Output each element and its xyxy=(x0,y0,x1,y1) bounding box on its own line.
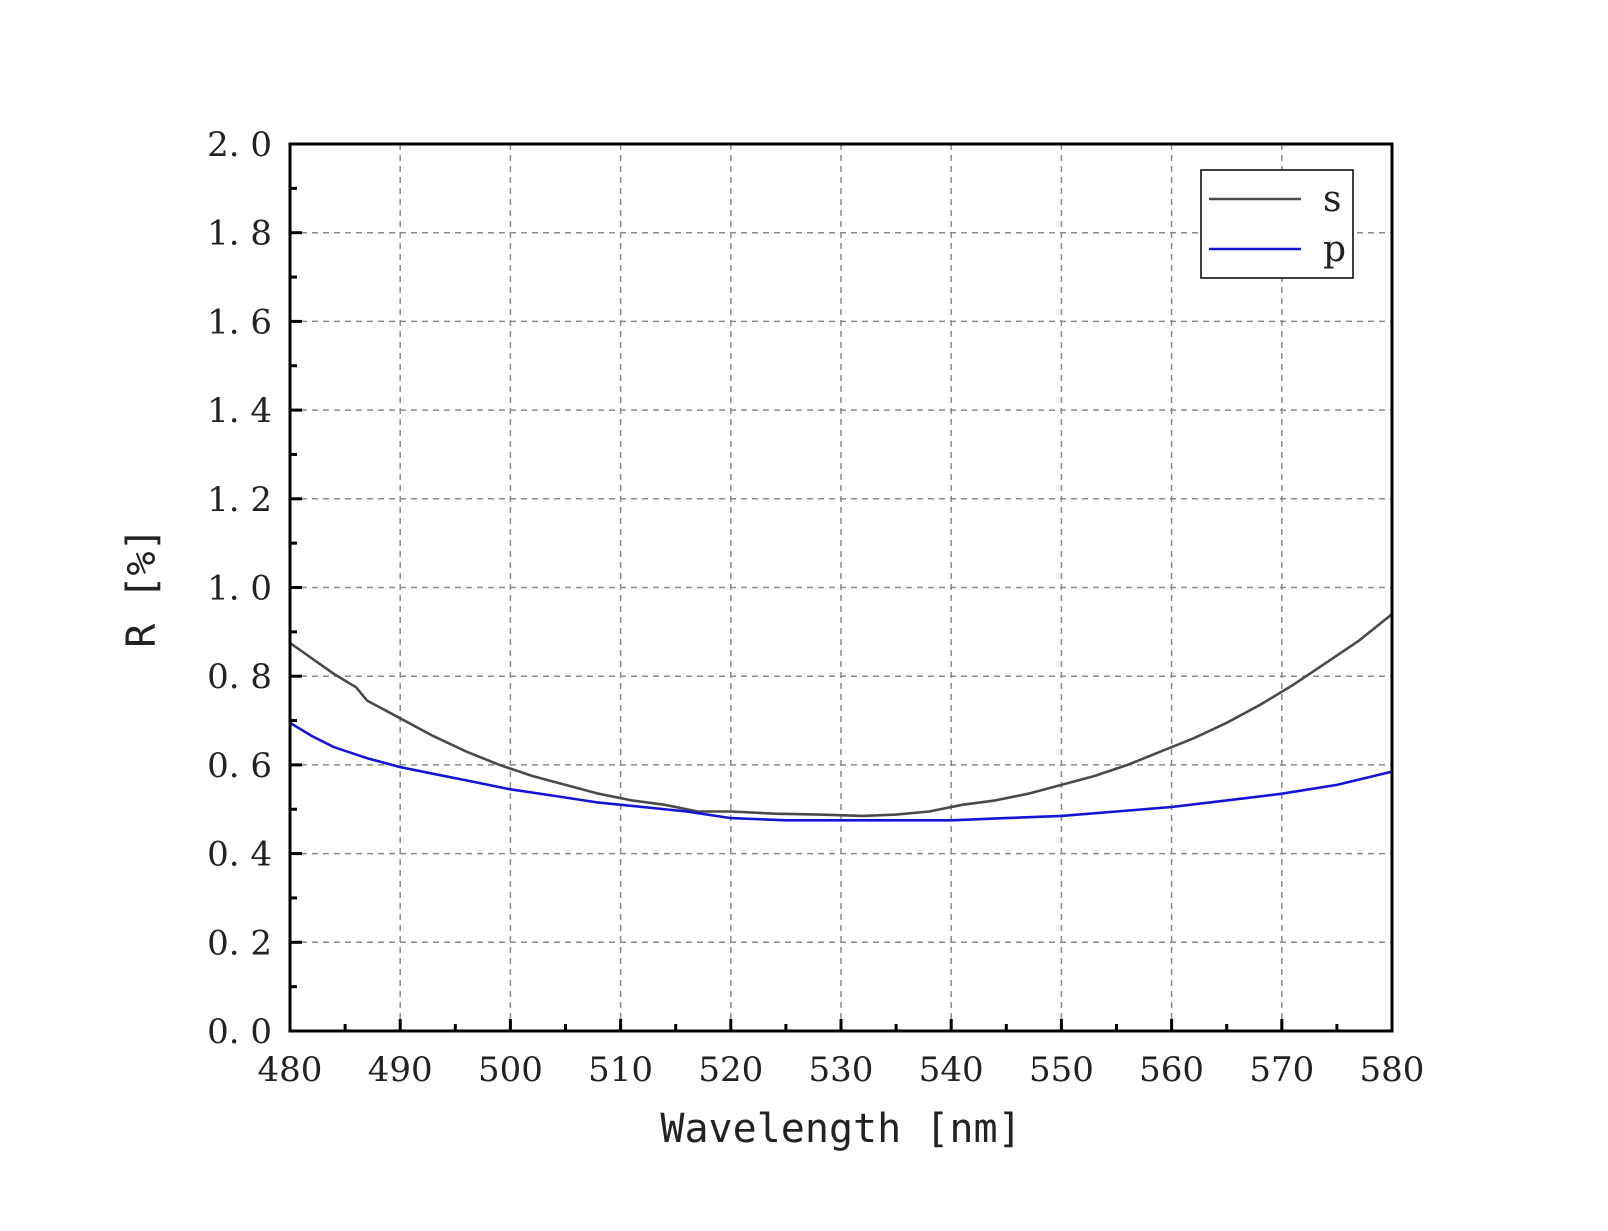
y-tick-label: 0. 4 xyxy=(207,835,272,875)
y-axis-label: R [%] xyxy=(119,527,165,647)
y-tick-label: 1. 8 xyxy=(207,214,272,254)
series-line-s xyxy=(289,613,1393,818)
x-tick-label: 500 xyxy=(478,1050,543,1090)
x-axis-tick-labels: 480 490 500 510 520 530 540 550 560 570 580 xyxy=(258,1050,1425,1090)
y-tick-label: 2. 0 xyxy=(207,125,272,165)
x-tick-label: 480 xyxy=(258,1050,323,1090)
x-tick-label: 560 xyxy=(1139,1050,1204,1090)
y-tick-label: 0. 2 xyxy=(207,923,272,963)
x-axis-label: Wavelength [nm] xyxy=(660,1106,1021,1152)
x-tick-label: 550 xyxy=(1029,1050,1094,1090)
x-tick-label: 540 xyxy=(919,1050,984,1090)
x-tick-label: 570 xyxy=(1249,1050,1314,1090)
y-tick-label: 1. 2 xyxy=(207,480,272,520)
legend-label-p: p xyxy=(1323,229,1346,270)
x-tick-label: 520 xyxy=(698,1050,763,1090)
y-tick-label: 0. 6 xyxy=(207,746,272,786)
y-tick-label: 1. 0 xyxy=(207,569,272,609)
x-tick-label: 510 xyxy=(588,1050,653,1090)
x-tick-label: 490 xyxy=(368,1050,433,1090)
y-tick-label: 0. 0 xyxy=(207,1012,272,1052)
legend-label-s: s xyxy=(1323,179,1341,220)
y-tick-label: 1. 4 xyxy=(207,391,272,431)
y-tick-label: 1. 6 xyxy=(207,302,272,342)
y-axis-tick-labels: 0. 0 0. 2 0. 4 0. 6 0. 8 1. 0 1. 2 1. 4 1. 6 1. 8… xyxy=(207,125,272,1052)
legend-box xyxy=(1200,169,1354,279)
series-line-p xyxy=(289,721,1393,822)
axis-ticks xyxy=(288,142,1394,1033)
legend: s p xyxy=(1200,169,1354,279)
plot-series xyxy=(289,613,1393,822)
y-tick-label: 0. 8 xyxy=(207,657,272,697)
x-tick-label: 580 xyxy=(1360,1050,1425,1090)
grid xyxy=(290,144,1392,1031)
x-tick-label: 530 xyxy=(809,1050,874,1090)
